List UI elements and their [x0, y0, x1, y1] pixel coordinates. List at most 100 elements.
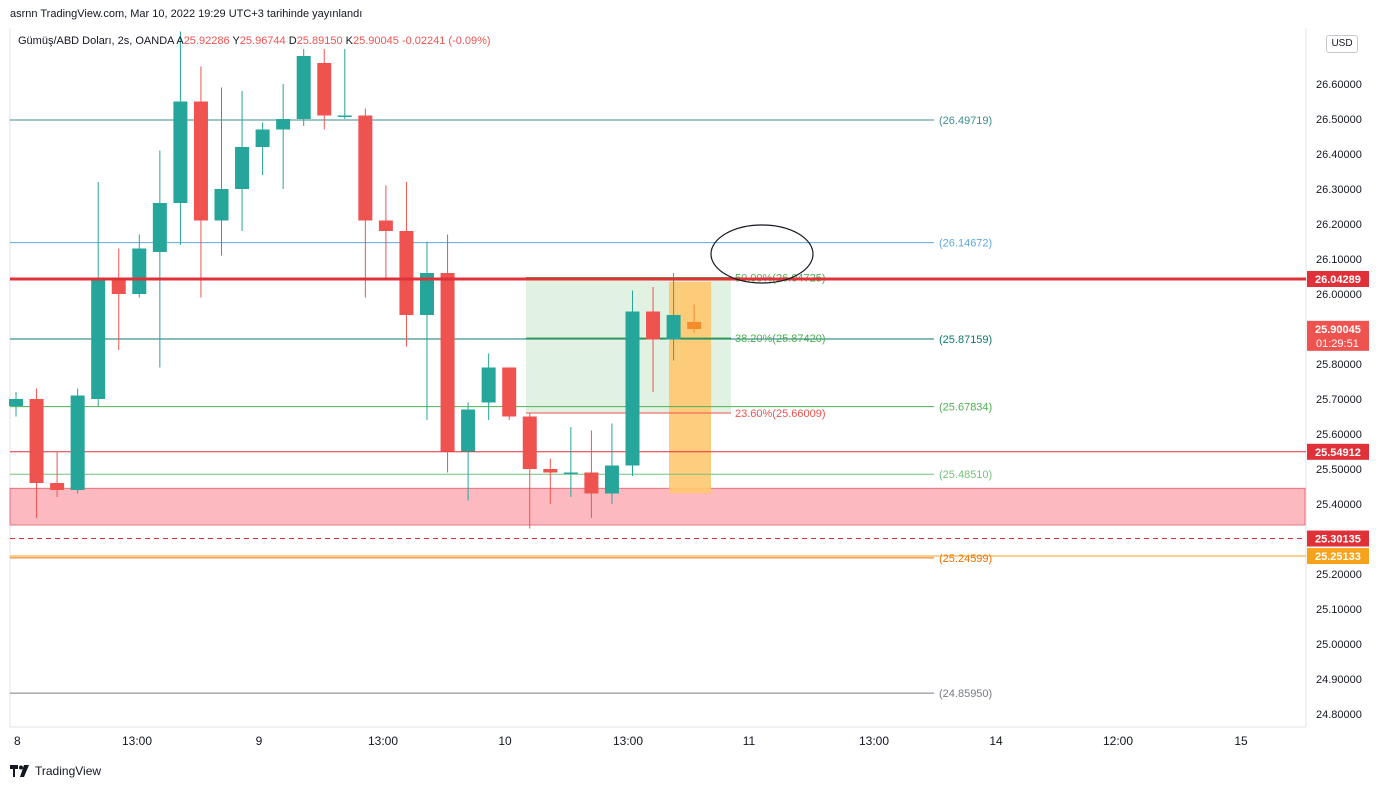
time-tick-label: 13:00: [122, 734, 152, 748]
time-tick-label: 8: [14, 734, 21, 748]
candle-body: [502, 367, 517, 417]
candle-body: [461, 409, 476, 452]
time-tick-label: 13:00: [859, 734, 889, 748]
close-value: 25.90045: [352, 35, 399, 47]
candle-body: [173, 101, 188, 203]
high-label: Y: [232, 35, 240, 47]
candle-body: [687, 322, 702, 329]
time-tick-label: 10: [498, 734, 512, 748]
price-badge: [1307, 270, 1369, 287]
candle-body: [193, 101, 208, 221]
publish-header: asrnn TradingView.com, Mar 10, 2022 19:2…: [10, 8, 363, 20]
close-label: K: [345, 35, 353, 47]
change-value: -0.02241 (-0.09%): [401, 35, 491, 47]
price-tick-label: 25.60000: [1316, 429, 1362, 441]
price-badge-label: 25.90045: [1315, 324, 1361, 336]
hline-label: (26.14672): [939, 238, 992, 250]
candle-body: [358, 115, 373, 221]
candle-body: [625, 311, 640, 466]
time-tick-label: 15: [1234, 734, 1248, 748]
price-tick-label: 26.40000: [1316, 149, 1362, 161]
fib-level-label: 38.20%(25.87420): [735, 333, 826, 345]
price-tick-label: 26.60000: [1316, 79, 1362, 91]
price-badge-label: 25.25133: [1315, 551, 1361, 563]
price-badge: [1307, 443, 1369, 460]
hline-label: (24.85950): [939, 688, 992, 700]
price-badge-countdown: 01:29:51: [1316, 338, 1359, 350]
price-tick-label: 24.90000: [1316, 674, 1362, 686]
hline-label: (25.87159): [939, 334, 992, 346]
candle-body: [317, 63, 332, 116]
candle-body: [9, 399, 23, 406]
price-tick-label: 24.80000: [1316, 709, 1362, 721]
symbol-name[interactable]: Gümüş/ABD Doları, 2s, OANDA: [18, 35, 174, 47]
candle-body: [378, 220, 393, 231]
time-tick-label: 9: [256, 734, 263, 748]
fib-level-label: 23.60%(25.66009): [735, 408, 826, 420]
candle-body: [666, 315, 681, 340]
candle-body: [440, 273, 455, 452]
candle-body: [563, 472, 578, 474]
price-tick-label: 26.30000: [1316, 184, 1362, 196]
candle-body: [584, 472, 599, 494]
price-tick-label: 26.00000: [1316, 289, 1362, 301]
candle-body: [235, 147, 250, 189]
time-tick-label: 14: [989, 734, 1003, 748]
price-badge: [1307, 320, 1369, 351]
currency-button[interactable]: USD: [1326, 35, 1358, 53]
time-tick-label: 11: [743, 734, 756, 748]
price-tick-label: 26.20000: [1316, 219, 1362, 231]
price-tick-label: 25.10000: [1316, 604, 1362, 616]
position-zone: [669, 281, 711, 494]
price-tick-label: 25.70000: [1316, 394, 1362, 406]
candle-body: [420, 273, 434, 315]
candle-body: [543, 469, 558, 473]
open-label: A: [176, 35, 184, 47]
candle-body: [399, 231, 414, 315]
high-value: 25.96744: [239, 35, 286, 47]
candle-body: [255, 129, 270, 147]
candle-body: [132, 248, 147, 294]
candle-body: [481, 367, 496, 403]
candle-body: [604, 465, 619, 494]
brand-name: TradingView: [35, 764, 102, 778]
hline-label: (26.49719): [939, 115, 992, 127]
time-tick-label: 13:00: [368, 734, 398, 748]
price-tick-label: 26.50000: [1316, 114, 1362, 126]
price-tick-label: 25.40000: [1316, 499, 1362, 511]
candle-body: [29, 399, 44, 483]
candle-body: [70, 395, 85, 490]
tradingview-logo-icon: [10, 765, 29, 777]
symbol-legend: Gümüş/ABD Doları, 2s, OANDA A25.92286 Y2…: [18, 35, 491, 47]
low-value: 25.89150: [296, 35, 343, 47]
open-value: 25.92286: [183, 35, 230, 47]
price-tick-label: 25.00000: [1316, 639, 1362, 651]
low-label: D: [288, 35, 297, 47]
hline-label: (25.48510): [939, 469, 992, 481]
candle-body: [111, 280, 126, 294]
price-tick-label: 25.80000: [1316, 359, 1362, 371]
candle-body: [50, 483, 65, 490]
price-badge-label: 25.30135: [1315, 534, 1361, 546]
price-tick-label: 25.50000: [1316, 464, 1362, 476]
time-tick-label: 12:00: [1103, 734, 1133, 748]
candle-body: [522, 416, 537, 469]
support-zone: [9, 487, 1306, 526]
price-badge-label: 26.04289: [1315, 274, 1361, 286]
price-badge: [1307, 548, 1369, 565]
price-tick-label: 25.20000: [1316, 569, 1362, 581]
candle-body: [337, 115, 352, 117]
footer-brand[interactable]: TradingView: [10, 764, 101, 778]
candle-body: [214, 189, 229, 221]
price-tick-label: 26.10000: [1316, 254, 1362, 266]
time-tick-label: 13:00: [613, 734, 643, 748]
hline-label: (25.24599): [939, 553, 992, 565]
candle-body: [646, 311, 661, 340]
highlight-ellipse: [710, 224, 814, 284]
candle-body: [296, 56, 311, 119]
candle-body: [152, 203, 167, 252]
candle-body: [91, 280, 106, 399]
price-badge-label: 25.54912: [1315, 447, 1361, 459]
price-badge: [1307, 530, 1369, 547]
